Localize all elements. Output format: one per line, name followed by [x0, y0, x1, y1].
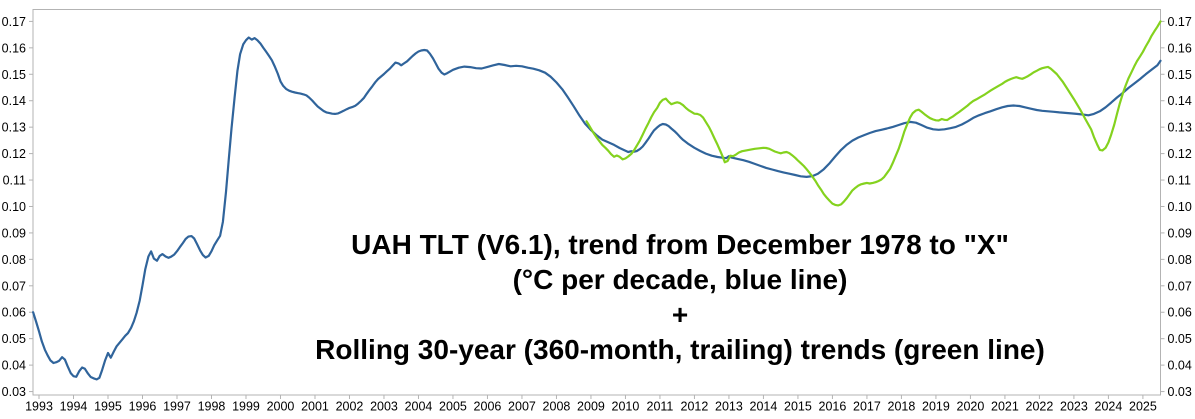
x-axis-tick-label: 2001 — [301, 400, 329, 414]
y-axis-tick-label-right: 0.17 — [1168, 15, 1192, 29]
x-axis-tick-label: 1996 — [129, 400, 157, 414]
y-axis-tick-label-right: 0.06 — [1168, 306, 1192, 320]
y-axis-tick-label-left: 0.08 — [2, 253, 26, 267]
x-axis-tick-label: 1995 — [94, 400, 122, 414]
y-axis-tick-label-left: 0.11 — [3, 174, 26, 188]
x-axis-tick-label: 2021 — [991, 400, 1019, 414]
y-axis-tick-label-left: 0.17 — [2, 15, 26, 29]
x-axis-tick-label: 2010 — [612, 400, 640, 414]
y-axis-tick-label-right: 0.12 — [1168, 147, 1192, 161]
x-axis-tick-label: 2000 — [267, 400, 295, 414]
x-axis-tick-label: 2011 — [647, 400, 674, 414]
x-axis-tick-label: 2014 — [750, 400, 778, 414]
x-axis-tick-label: 2022 — [1026, 400, 1054, 414]
y-axis-tick-label-left: 0.12 — [2, 147, 26, 161]
x-axis-tick-label: 2012 — [681, 400, 709, 414]
y-axis-tick-label-left: 0.15 — [2, 68, 26, 82]
x-axis-tick-label: 2003 — [370, 400, 398, 414]
x-axis-tick-label: 1997 — [163, 400, 191, 414]
x-axis-tick-label: 2020 — [957, 400, 985, 414]
chart-annotation-title: UAH TLT (V6.1), trend from December 1978… — [260, 227, 1100, 367]
x-axis-tick-label: 2016 — [819, 400, 847, 414]
y-axis-tick-label-right: 0.04 — [1168, 359, 1192, 373]
x-axis-tick-label: 2023 — [1060, 400, 1088, 414]
y-axis-tick-label-left: 0.07 — [2, 279, 26, 293]
x-axis-tick-label: 2013 — [715, 400, 743, 414]
x-axis-tick-label: 1999 — [232, 400, 260, 414]
x-axis-tick-label: 2004 — [405, 400, 433, 414]
green-series-line — [585, 20, 1162, 207]
y-axis-tick-label-right: 0.09 — [1168, 226, 1192, 240]
y-axis-tick-label-right: 0.11 — [1168, 174, 1191, 188]
y-axis-tick-label-left: 0.13 — [2, 121, 26, 135]
y-axis-tick-label-right: 0.13 — [1168, 121, 1192, 135]
x-axis-tick-label: 2017 — [853, 400, 881, 414]
x-axis-tick-label: 2007 — [508, 400, 536, 414]
x-axis-tick-label: 2019 — [922, 400, 950, 414]
x-axis-tick-label: 2024 — [1095, 400, 1123, 414]
y-axis-tick-label-right: 0.08 — [1168, 253, 1192, 267]
chart-title-line-4: Rolling 30-year (360-month, trailing) tr… — [315, 334, 1045, 365]
y-axis-tick-label-left: 0.09 — [2, 226, 26, 240]
y-axis-tick-label-left: 0.10 — [2, 200, 26, 214]
y-axis-tick-label-right: 0.07 — [1168, 279, 1192, 293]
y-axis-tick-label-left: 0.04 — [2, 359, 26, 373]
y-axis-tick-label-left: 0.14 — [2, 94, 26, 108]
y-axis-tick-label-right: 0.16 — [1168, 41, 1192, 55]
y-axis-tick-label-left: 0.06 — [2, 306, 26, 320]
x-axis-tick-label: 2002 — [336, 400, 364, 414]
chart-title-line-3: + — [671, 299, 689, 330]
y-axis-tick-label-right: 0.03 — [1168, 385, 1192, 399]
blue-series-line — [31, 36, 1162, 381]
y-axis-tick-label-right: 0.14 — [1168, 94, 1192, 108]
x-axis-tick-label: 2009 — [577, 400, 605, 414]
y-axis-tick-label-right: 0.05 — [1168, 332, 1192, 346]
x-axis-tick-label: 2018 — [888, 400, 916, 414]
x-axis-tick-label: 2006 — [474, 400, 502, 414]
x-axis-tick-label: 1993 — [25, 400, 53, 414]
chart-title-line-1: UAH TLT (V6.1), trend from December 1978… — [351, 229, 1009, 260]
chart-title-line-2: (°C per decade, blue line) — [512, 264, 848, 295]
x-axis-tick-label: 2015 — [784, 400, 812, 414]
y-axis-tick-label-left: 0.16 — [2, 41, 26, 55]
y-axis-tick-label-left: 0.03 — [2, 385, 26, 399]
x-axis-tick-label: 2025 — [1129, 400, 1157, 414]
y-axis-tick-label-right: 0.10 — [1168, 200, 1192, 214]
y-axis-tick-label-right: 0.15 — [1168, 68, 1192, 82]
x-axis-tick-label: 2005 — [439, 400, 467, 414]
x-axis-tick-label: 2008 — [543, 400, 571, 414]
plot-frame — [32, 9, 1161, 396]
y-axis-tick-label-left: 0.05 — [2, 332, 26, 346]
x-axis-tick-label: 1998 — [198, 400, 226, 414]
x-axis-tick-label: 1994 — [60, 400, 88, 414]
